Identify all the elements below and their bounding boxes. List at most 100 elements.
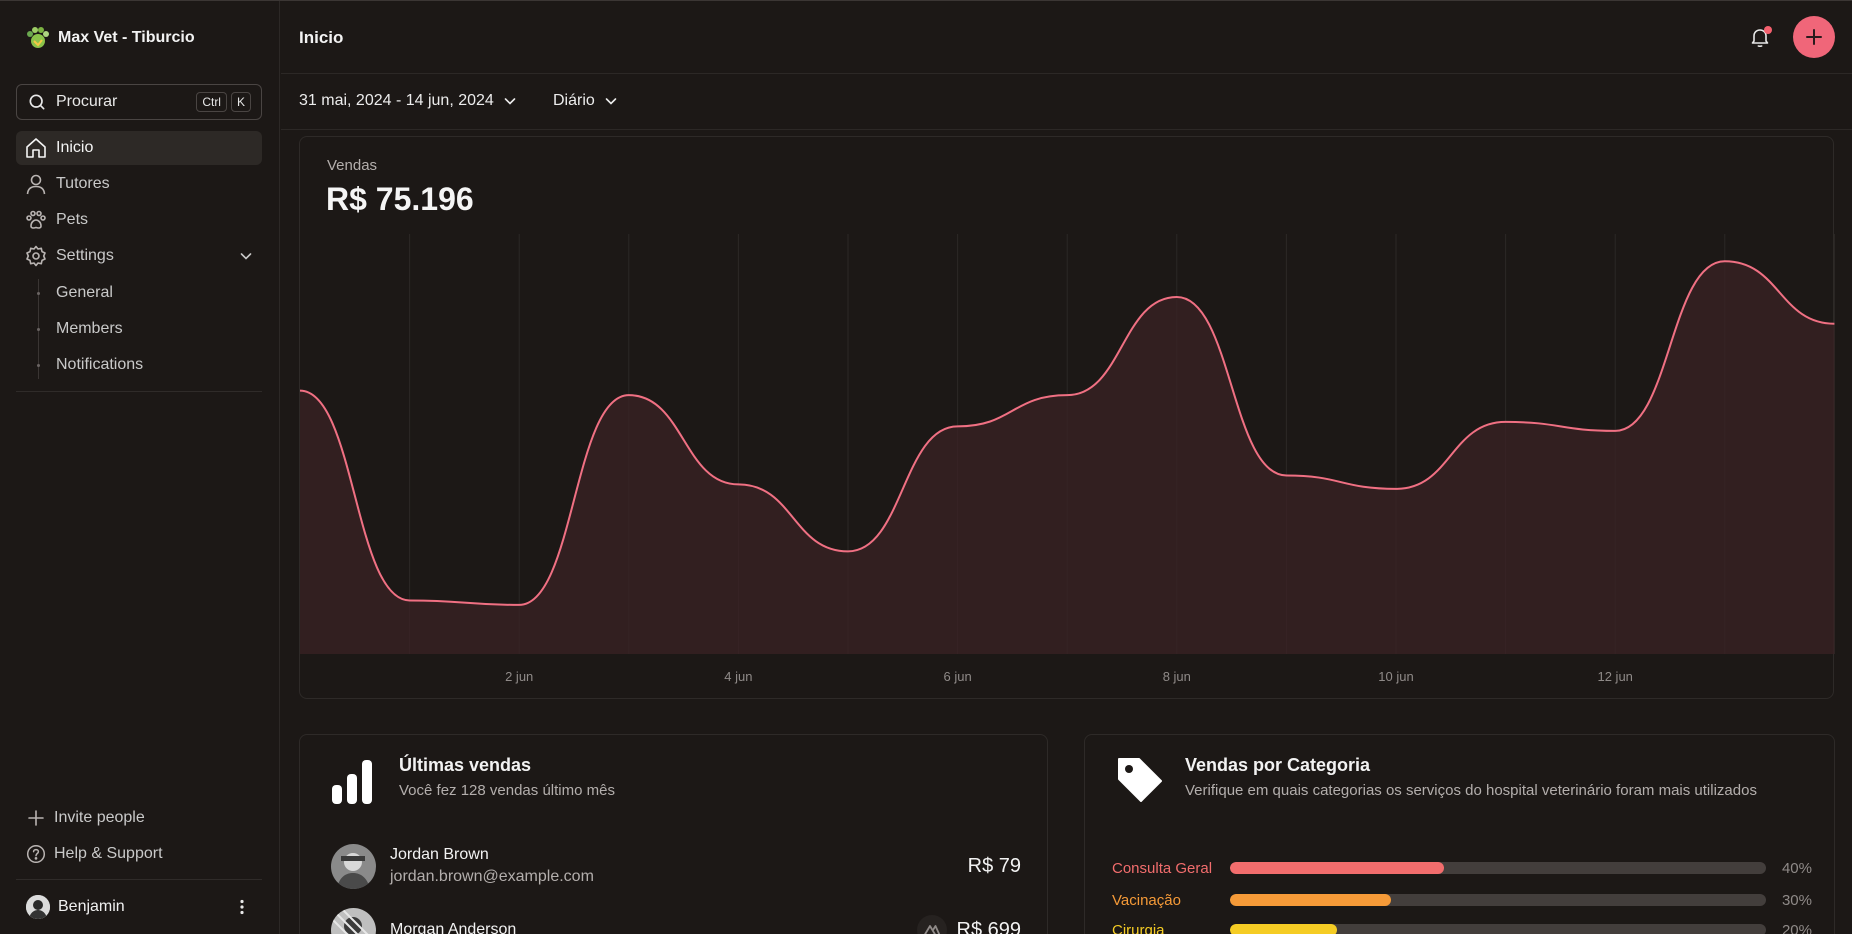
sales-total: R$ 75.196 (326, 181, 474, 217)
category-sales-subtitle: Verifique em quais categorias os serviço… (1185, 782, 1757, 799)
sidebar: Max Vet - Tiburcio Procurar Ctrl K Inici… (0, 1, 280, 934)
sale-info: Morgan Anderson (390, 921, 917, 934)
sales-chart[interactable]: 2 jun 4 jun 6 jun 8 jun 10 jun 12 jun (300, 137, 1835, 700)
sales-data-point[interactable] (1722, 258, 1728, 264)
category-bar (1230, 862, 1766, 874)
window-top-border (0, 0, 1852, 1)
invite-people-label: Invite people (54, 809, 145, 826)
gear-icon (26, 245, 46, 267)
invite-people-button[interactable]: Invite people (16, 800, 262, 836)
sales-data-point[interactable] (1064, 392, 1070, 398)
sales-data-point[interactable] (407, 597, 413, 603)
plus-icon (1806, 29, 1822, 45)
add-button[interactable] (1793, 16, 1835, 58)
more-vertical-icon[interactable] (232, 897, 252, 917)
page-header: Inicio (281, 1, 1852, 74)
chevron-down-icon[interactable] (238, 248, 254, 264)
x-tick-label: 10 jun (1378, 669, 1413, 684)
category-row-consulta-geral: Consulta Geral 40% (1112, 858, 1812, 878)
home-icon (26, 138, 46, 158)
help-circle-icon (26, 844, 46, 864)
sidebar-item-settings[interactable]: Settings (16, 239, 262, 273)
sidebar-subitem-general[interactable]: General (16, 275, 262, 311)
sidebar-item-tutores[interactable]: Tutores (16, 167, 262, 201)
category-row-cirurgia: Cirurgia 20% (1112, 920, 1812, 934)
recent-sales-title: Últimas vendas (399, 755, 532, 775)
settings-submenu: General Members Notifications (16, 275, 262, 383)
sales-data-point[interactable] (1174, 294, 1180, 300)
user-menu[interactable]: Benjamin (26, 895, 252, 919)
sales-data-point[interactable] (1283, 472, 1289, 478)
date-range-select[interactable]: 31 mai, 2024 - 14 jun, 2024 (299, 92, 518, 110)
category-bar (1230, 894, 1766, 906)
sales-data-point[interactable] (626, 392, 632, 398)
sidebar-item-label: Tutores (56, 175, 110, 192)
shortcut-k-key: K (230, 92, 251, 112)
sidebar-item-pets[interactable]: Pets (16, 203, 262, 237)
sidebar-item-label: Inicio (56, 139, 94, 156)
notification-dot (1764, 26, 1772, 34)
x-tick-label: 6 jun (943, 669, 971, 684)
page-title: Inicio (299, 28, 344, 47)
category-bar-fill (1230, 862, 1445, 874)
category-pct: 30% (1781, 891, 1812, 909)
sales-data-point[interactable] (845, 548, 851, 554)
brand[interactable]: Max Vet - Tiburcio (26, 25, 195, 51)
granularity-select[interactable]: Diário (553, 92, 619, 110)
sidebar-subitem-notifications[interactable]: Notifications (16, 347, 262, 383)
sidebar-nav: Inicio Tutores Pets Settings General Mem… (16, 131, 262, 383)
date-range-value: 31 mai, 2024 - 14 jun, 2024 (299, 92, 494, 109)
granularity-value: Diário (553, 92, 595, 109)
category-bar (1230, 924, 1766, 934)
user-name: Benjamin (58, 898, 125, 915)
x-tick-label: 2 jun (505, 669, 533, 684)
category-sales-title: Vendas por Categoria (1185, 755, 1371, 775)
avatar (331, 843, 376, 889)
sale-amount: R$ 79 (967, 854, 1021, 877)
sidebar-footer-nav: Invite people Help & Support (16, 800, 262, 872)
list-item[interactable]: Jordan Brown jordan.brown@example.com R$… (331, 841, 1021, 891)
recent-sales-card: Últimas vendas Você fez 128 vendas últim… (299, 734, 1048, 934)
category-bar-fill (1230, 894, 1391, 906)
bar-chart-icon (332, 760, 372, 804)
search-input[interactable]: Procurar Ctrl K (16, 84, 262, 120)
avatar (331, 907, 376, 934)
sales-data-point[interactable] (1503, 419, 1509, 425)
user-divider (16, 879, 262, 880)
search-placeholder: Procurar (56, 93, 118, 110)
category-sales-card: Vendas por Categoria Verifique em quais … (1084, 734, 1835, 934)
sale-amount: R$ 699 (956, 918, 1022, 934)
category-pct: 40% (1781, 859, 1812, 877)
sales-data-point[interactable] (735, 481, 741, 487)
list-item[interactable]: Morgan Anderson R$ 699 (331, 905, 1021, 934)
category-bar-fill (1230, 924, 1338, 934)
avatar (26, 895, 50, 919)
sales-series-line[interactable] (300, 260, 1835, 606)
x-tick-label: 12 jun (1597, 669, 1632, 684)
category-pct: 20% (1781, 921, 1812, 934)
sidebar-item-inicio[interactable]: Inicio (16, 131, 262, 165)
sidebar-subitem-members[interactable]: Members (16, 311, 262, 347)
shortcut-ctrl-key: Ctrl (196, 92, 227, 112)
sales-data-point[interactable] (955, 423, 961, 429)
sales-data-point[interactable] (516, 602, 522, 608)
category-name: Consulta Geral (1112, 859, 1213, 877)
user-icon (26, 174, 46, 195)
bell-icon[interactable] (1748, 25, 1772, 49)
chevron-down-icon (605, 98, 617, 105)
sidebar-item-label: Pets (56, 211, 89, 228)
sidebar-divider (16, 391, 262, 392)
sidebar-item-label: Settings (56, 247, 114, 264)
search-icon (29, 94, 45, 110)
category-row-vacinacao: Vacinação 30% (1112, 890, 1812, 910)
help-support-button[interactable]: Help & Support (16, 836, 262, 872)
sales-card: Vendas R$ 75.196 2 jun 4 jun 6 jun 8 jun 10 … (299, 136, 1835, 700)
nuxt-logo-icon (916, 915, 947, 934)
sales-data-point[interactable] (1612, 428, 1618, 434)
category-name: Cirurgia (1112, 921, 1165, 934)
sale-info: Jordan Brown jordan.brown@example.com (390, 846, 968, 886)
sales-area-fill (300, 261, 1835, 654)
sales-data-point[interactable] (1393, 486, 1399, 492)
customer-email: jordan.brown@example.com (390, 868, 594, 885)
paw-icon (26, 210, 46, 229)
